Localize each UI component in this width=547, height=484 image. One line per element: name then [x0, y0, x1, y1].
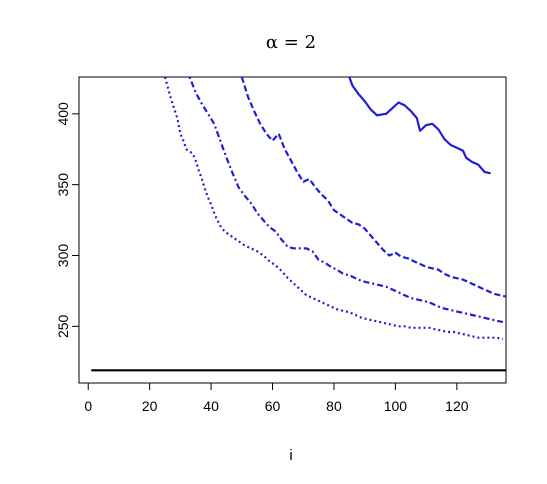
series-line-1-solid	[348, 77, 491, 175]
x-tick-label: 80	[326, 398, 342, 414]
x-tick-label: 100	[384, 398, 408, 414]
plot-frame	[78, 76, 507, 384]
x-tick-label: 40	[203, 398, 219, 414]
series-line-4-dotted	[163, 77, 504, 341]
x-tick-label: 20	[142, 398, 158, 414]
series-line-3-dotdash	[188, 77, 504, 324]
x-tick-label: 120	[445, 398, 469, 414]
y-tick-label: 300	[55, 244, 71, 268]
x-tick-label: 60	[265, 398, 281, 414]
y-tick-label: 350	[55, 173, 71, 197]
series-line-2-dashed	[240, 77, 506, 298]
y-tick-label: 250	[55, 314, 71, 338]
chart-title: α = 2	[266, 32, 316, 53]
x-tick-label: 0	[84, 398, 92, 414]
x-axis-label: i	[289, 447, 292, 464]
y-tick-label: 400	[55, 102, 71, 126]
